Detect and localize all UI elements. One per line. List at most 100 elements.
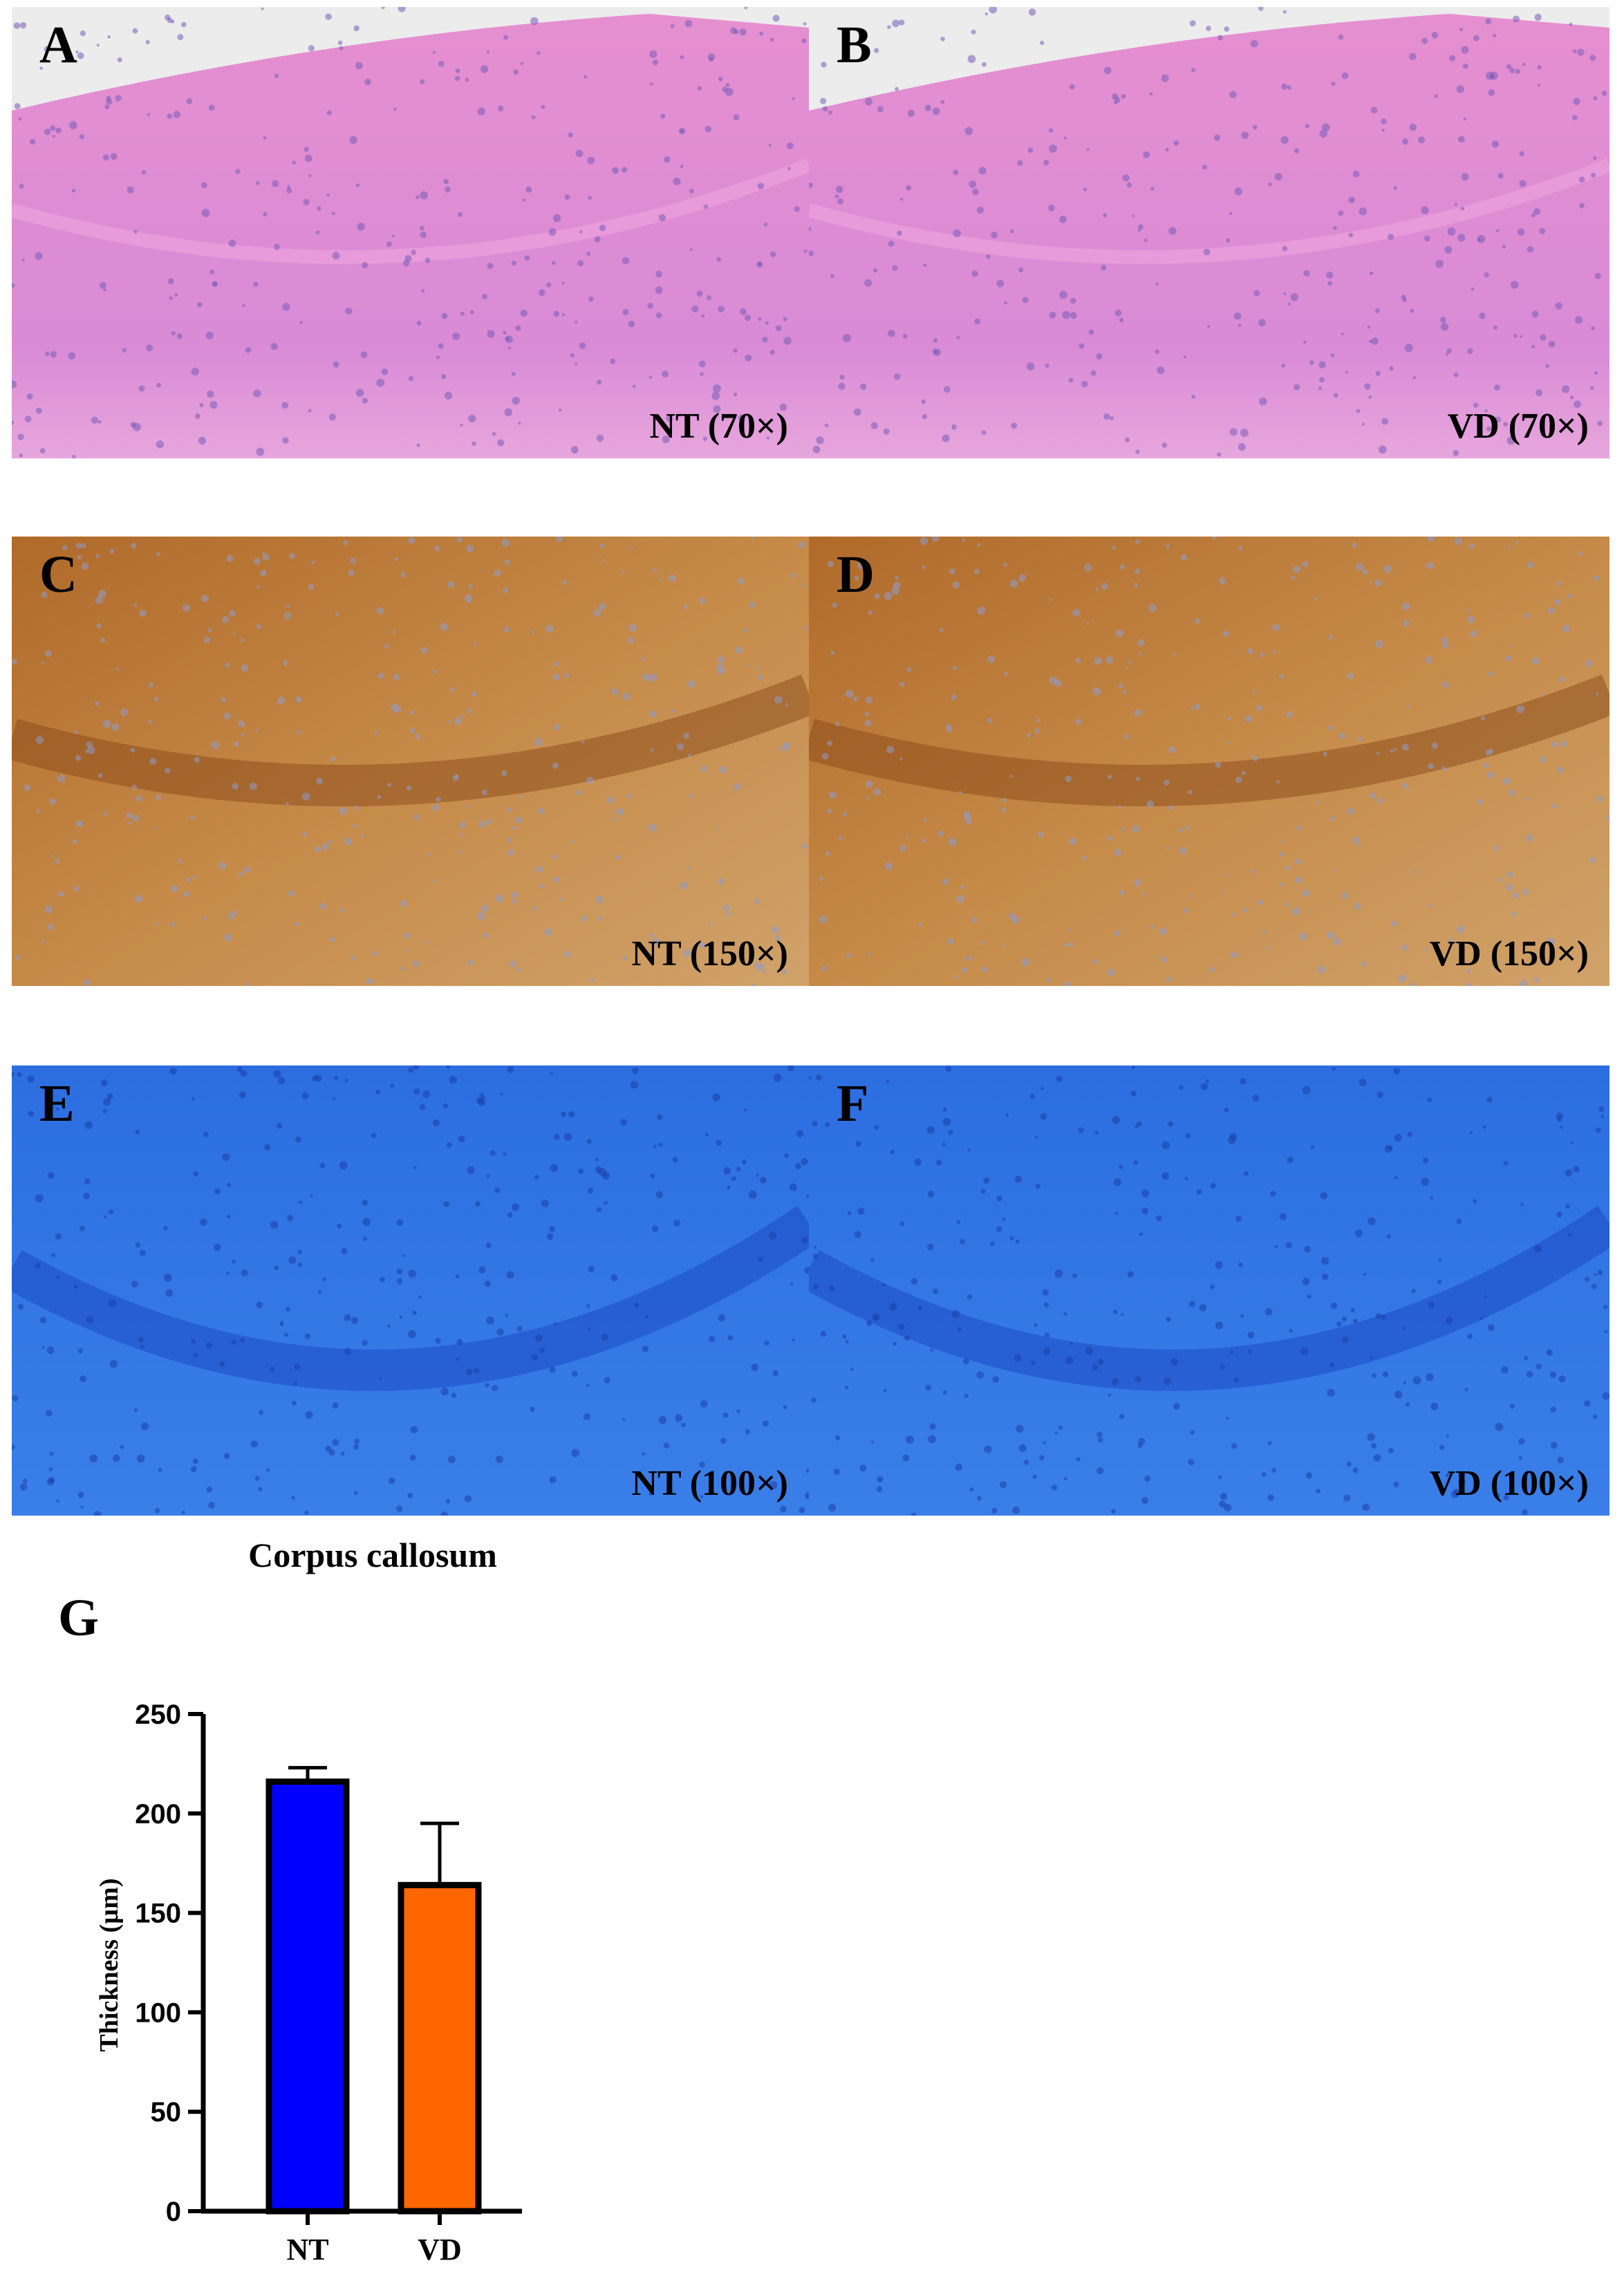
cell <box>89 1454 98 1463</box>
cell <box>1520 1202 1524 1207</box>
micrograph <box>12 537 809 986</box>
cell <box>492 431 496 436</box>
cell <box>552 854 557 859</box>
cell <box>579 230 583 234</box>
cell <box>1404 344 1413 353</box>
cell <box>570 446 579 454</box>
cell <box>1393 186 1397 190</box>
cell <box>744 315 751 322</box>
cell <box>169 1067 177 1075</box>
y-tick-label: 50 <box>151 2097 182 2128</box>
cell <box>206 390 214 398</box>
cell <box>620 1119 627 1126</box>
cell <box>169 296 173 300</box>
cell <box>28 1110 35 1117</box>
cell <box>1394 1175 1398 1180</box>
cell <box>984 12 989 16</box>
cell <box>757 674 763 680</box>
cell <box>224 933 233 942</box>
cell <box>27 1075 35 1083</box>
cell <box>50 125 56 131</box>
cell <box>931 537 940 542</box>
cell <box>1132 825 1140 833</box>
cell <box>348 570 355 577</box>
cell <box>353 1444 360 1450</box>
cell <box>221 696 227 702</box>
panel-caption: NT (150×) <box>631 934 788 974</box>
cell <box>170 885 178 893</box>
cell <box>1350 1307 1355 1313</box>
cell <box>751 1363 759 1371</box>
cell <box>222 1153 230 1161</box>
cell <box>111 723 120 732</box>
cell <box>1138 652 1142 656</box>
cell <box>1014 1175 1023 1183</box>
panel-caption: NT (100×) <box>631 1464 788 1503</box>
cell <box>1485 750 1491 756</box>
cell <box>682 949 691 958</box>
cell <box>1046 977 1051 983</box>
cell <box>81 562 89 570</box>
cell <box>967 55 976 64</box>
cell <box>1518 1438 1525 1445</box>
cell <box>228 239 236 248</box>
cell <box>1098 1437 1103 1443</box>
cell <box>597 1207 602 1212</box>
cell <box>1467 615 1475 624</box>
cell <box>226 555 234 562</box>
cell <box>243 866 250 873</box>
cell <box>424 257 431 263</box>
cell <box>1466 608 1470 613</box>
band <box>12 1206 809 1391</box>
cell <box>440 1511 448 1516</box>
cell <box>1009 229 1014 234</box>
cell <box>505 1314 508 1317</box>
cell <box>291 1496 295 1500</box>
cell <box>464 1495 472 1502</box>
cell <box>472 691 477 697</box>
cell <box>455 1274 460 1279</box>
cell <box>273 243 280 250</box>
cell <box>132 814 140 822</box>
cell <box>156 552 161 557</box>
cell <box>1164 1377 1172 1386</box>
cell <box>411 250 416 255</box>
cell <box>371 1133 377 1139</box>
cell <box>304 154 312 162</box>
cell <box>47 1172 55 1180</box>
cell <box>1359 207 1368 216</box>
cell <box>1023 964 1026 967</box>
cell <box>297 1249 302 1255</box>
cell <box>1401 602 1410 611</box>
cell <box>51 1253 56 1258</box>
cell <box>1402 1326 1406 1330</box>
cell <box>801 38 807 44</box>
cell <box>1259 397 1267 406</box>
cell <box>1342 1336 1349 1343</box>
cell <box>120 708 129 716</box>
cell <box>345 307 353 315</box>
cell <box>1447 227 1456 236</box>
cell <box>117 57 122 63</box>
cell <box>260 569 268 577</box>
cell <box>1054 679 1062 687</box>
cell <box>1519 180 1527 187</box>
cell <box>872 1312 880 1321</box>
cell <box>284 1332 288 1337</box>
cell <box>960 1238 965 1245</box>
cell <box>1243 907 1249 913</box>
cell <box>733 114 740 120</box>
cell <box>701 314 705 318</box>
cell <box>1002 1218 1006 1221</box>
cell <box>1551 1442 1558 1449</box>
micrograph <box>12 1065 809 1516</box>
band <box>12 674 809 807</box>
cell <box>507 807 513 812</box>
cell <box>792 97 795 100</box>
cell <box>138 385 145 392</box>
cell <box>1231 1443 1238 1449</box>
cell <box>1497 173 1504 179</box>
cell <box>1155 349 1159 354</box>
cell <box>1009 774 1013 778</box>
cell <box>1348 232 1354 238</box>
